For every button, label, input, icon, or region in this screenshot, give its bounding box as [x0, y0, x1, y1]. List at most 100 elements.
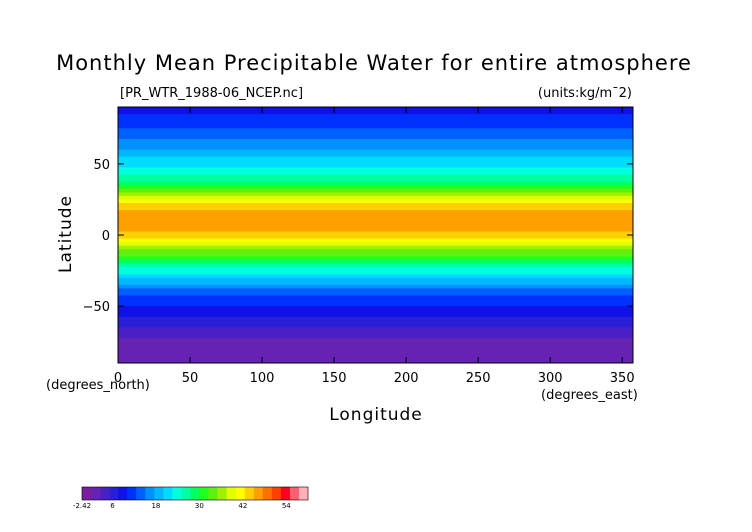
colorbar-swatch [181, 487, 191, 500]
field-band [118, 160, 633, 165]
field-band [118, 124, 633, 129]
field-band [118, 121, 633, 126]
field-band [118, 242, 633, 247]
colorbar-frame [81, 486, 309, 501]
field-band [118, 302, 633, 307]
field-band [118, 238, 633, 243]
field-band [118, 259, 633, 265]
field-band [118, 217, 633, 222]
field-band [118, 341, 633, 346]
field-band [118, 334, 633, 339]
field-band [118, 288, 633, 293]
plot-area [118, 107, 633, 363]
field-band [118, 213, 633, 218]
field-band [118, 313, 633, 318]
field-band [118, 320, 633, 325]
y-tick-label: 0 [102, 229, 110, 244]
colorbar-swatch [91, 487, 101, 500]
colorbar-tick-label: -2.42 [73, 502, 91, 510]
y-unit-label: (degrees_north) [46, 378, 150, 393]
x-tick-label: 300 [538, 371, 563, 386]
chart-title: Monthly Mean Precipitable Water for enti… [56, 51, 692, 75]
field-band [118, 338, 633, 343]
field-band [118, 135, 633, 140]
field-band [118, 331, 633, 336]
colorbar-swatch [136, 487, 146, 500]
field-band [118, 348, 633, 353]
colorbar-swatch [262, 487, 273, 500]
field-band [118, 327, 633, 332]
y-tick-label: 50 [93, 158, 110, 173]
field-band [118, 128, 633, 133]
field-band [118, 281, 633, 286]
field-band [118, 153, 633, 158]
field-band [118, 316, 633, 321]
colorbar [81, 486, 309, 501]
colorbar-swatch [82, 487, 92, 500]
field-band [118, 270, 633, 275]
field-band [118, 256, 633, 261]
x-tick-label: 150 [322, 371, 347, 386]
field-band [118, 263, 633, 268]
field-band [118, 181, 633, 186]
x-unit-label: (degrees_east) [541, 388, 638, 403]
field-band [118, 167, 633, 172]
colorbar-tick-label: 42 [238, 502, 247, 510]
colorbar-tick-label: 30 [195, 502, 204, 510]
field-band [118, 231, 633, 236]
field-band [118, 149, 633, 154]
field-band [118, 224, 633, 229]
field-band [118, 114, 633, 119]
colorbar-swatch [253, 487, 264, 500]
colorbar-swatch [199, 487, 209, 500]
colorbar-tick-labels: -2.42 6 18 30 42 54 [73, 502, 291, 510]
x-axis-ticks: 0 50 100 150 200 250 300 350 [114, 107, 635, 386]
y-axis-label: Latitude [56, 195, 76, 273]
colorbar-swatch [100, 487, 110, 500]
field-band [118, 267, 633, 272]
field-band [118, 277, 633, 282]
colorbar-swatch [208, 487, 218, 500]
colorbar-swatch [271, 487, 282, 500]
field-band [118, 188, 633, 193]
field-band [118, 110, 633, 115]
field-band [118, 359, 633, 363]
x-tick-label: 100 [250, 371, 275, 386]
field-band [118, 306, 633, 311]
field-band [118, 146, 633, 151]
field-band [118, 284, 633, 289]
x-tick-label: 200 [394, 371, 419, 386]
field-band [118, 291, 633, 297]
field-band [118, 192, 633, 197]
colorbar-swatch [244, 487, 255, 500]
field-band [118, 299, 633, 304]
field-band [118, 131, 633, 137]
colorbar-swatch [109, 487, 119, 500]
field-band [118, 107, 633, 112]
field-band [118, 178, 633, 183]
colorbar-swatch [235, 487, 246, 500]
field-band [118, 220, 633, 225]
field-band [118, 206, 633, 211]
colorbar-tick-label: 54 [282, 502, 291, 510]
field-band [118, 352, 633, 357]
field-band [118, 355, 633, 361]
colorbar-swatch [289, 487, 300, 500]
x-tick-label: 350 [610, 371, 635, 386]
field-band [118, 252, 633, 257]
colorbar-swatch [163, 487, 173, 500]
colorbar-swatch [217, 487, 227, 500]
field-band [118, 203, 633, 208]
colorbar-swatch [154, 487, 164, 500]
y-axis-ticks: −50 0 50 [83, 158, 633, 315]
field-band [118, 345, 633, 350]
field-band [118, 171, 633, 176]
field-band [118, 117, 633, 122]
colorbar-swatch [190, 487, 200, 500]
field-band [118, 309, 633, 314]
field-band [118, 274, 633, 279]
field-band [118, 227, 633, 233]
colorbar-swatch [118, 487, 128, 500]
x-tick-label: 0 [114, 371, 122, 386]
